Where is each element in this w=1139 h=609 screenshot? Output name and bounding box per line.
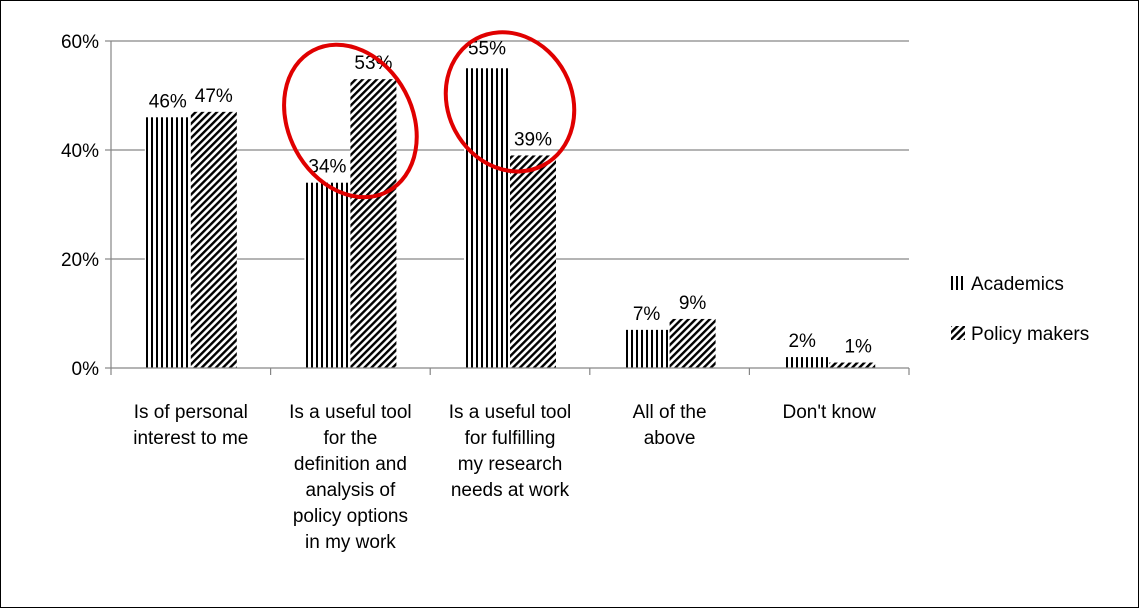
bar-diagonal-lines (829, 362, 876, 368)
data-label: 9% (679, 293, 707, 314)
y-axis-tick-labels: 0% 20% 40% 60% (61, 32, 111, 380)
category-label-line: my research (458, 454, 563, 475)
legend-label: Policy makers (971, 324, 1089, 345)
bar-vertical-lines (783, 357, 830, 368)
bar-vertical-lines (623, 329, 670, 368)
category-label-line: Is of personal (134, 402, 248, 423)
data-label: 47% (195, 86, 233, 107)
axes (110, 41, 910, 375)
legend-swatch-diagonal-lines (951, 326, 965, 340)
highlight-ellipse (282, 42, 419, 200)
category-label: Is a useful tool for fulfilling my researc… (449, 402, 572, 501)
category-label-line: definition and (294, 454, 407, 475)
category-label: Don't know (782, 402, 876, 423)
data-label: 7% (633, 304, 661, 325)
legend: Academics Policy makers (951, 274, 1089, 345)
bar-diagonal-lines (669, 318, 716, 368)
y-tick-label: 60% (61, 32, 99, 53)
data-label: 39% (514, 129, 552, 150)
bar-diagonal-lines (190, 111, 237, 368)
x-axis-category-labels: Is of personal interest to me Is a useful … (133, 402, 876, 553)
category-label: All of the above (633, 402, 707, 449)
category-label-line: policy options (293, 506, 408, 527)
data-label: 55% (468, 38, 506, 59)
category-label-line: Is a useful tool (289, 402, 412, 423)
data-label: 46% (149, 91, 187, 112)
bar-diagonal-lines (510, 155, 556, 368)
data-label: 53% (354, 53, 392, 74)
legend-label: Academics (971, 274, 1064, 295)
category-label-line: in my work (305, 532, 396, 553)
data-label: 34% (308, 157, 346, 178)
category-label: Is of personal interest to me (133, 402, 248, 449)
y-tick-label: 40% (61, 141, 99, 162)
category-label: Is a useful tool for the definition and ana… (289, 402, 412, 553)
data-labels: 46% 34% 55% 7% 2% 47% 53% 39% 9% 1% (149, 38, 872, 357)
y-tick-label: 0% (72, 359, 100, 380)
bars (144, 68, 876, 369)
category-label-line: needs at work (451, 480, 570, 501)
highlight-annotations (282, 30, 577, 200)
bar-vertical-lines (304, 182, 351, 368)
category-label-line: All of the (633, 402, 707, 423)
data-label: 1% (844, 337, 872, 358)
bar-vertical-lines (144, 117, 191, 368)
category-label-line: interest to me (133, 428, 248, 449)
category-label-line: for fulfilling (465, 428, 556, 449)
category-label-line: for the (323, 428, 377, 449)
legend-swatch-vertical-lines (951, 276, 965, 290)
y-tick-label: 20% (61, 250, 99, 271)
bar-vertical-lines (464, 68, 510, 368)
category-label-line: Is a useful tool (449, 402, 572, 423)
category-label-line: above (644, 428, 696, 449)
data-label: 2% (788, 331, 816, 352)
bar-diagonal-lines (350, 79, 397, 369)
highlight-ellipse (443, 30, 577, 174)
category-label-line: analysis of (306, 480, 396, 501)
category-label-line: Don't know (782, 402, 876, 423)
